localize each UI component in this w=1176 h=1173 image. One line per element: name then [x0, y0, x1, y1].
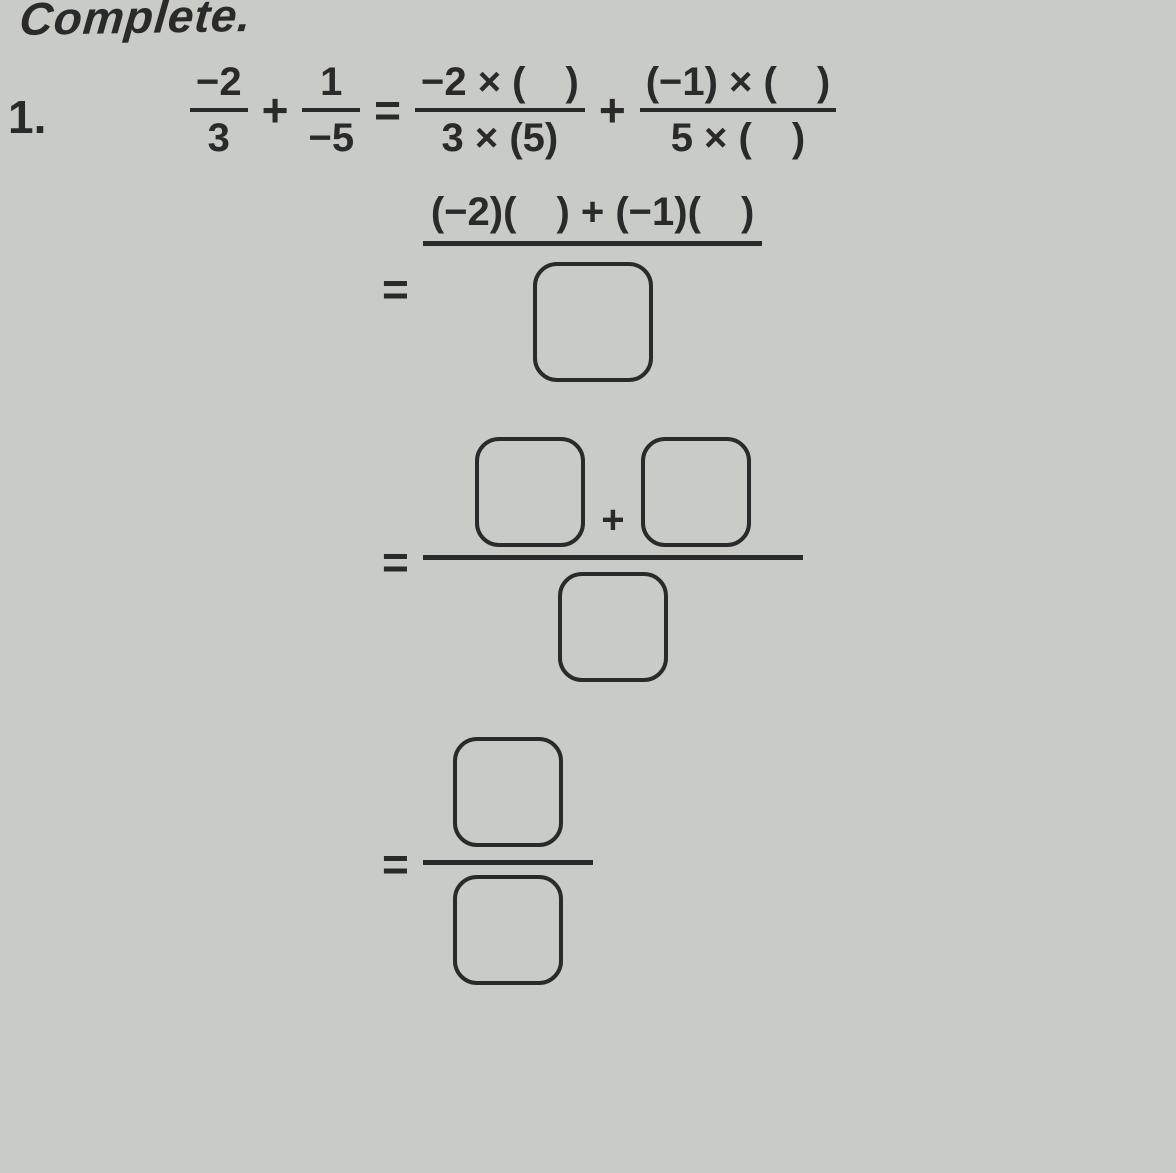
problem-number: 1.	[8, 90, 46, 144]
line-1: −2 3 + 1 −5 = −2 × () 3 × (5) + (−	[190, 60, 1140, 160]
frac4-den-left: 5 × (	[671, 116, 752, 160]
frac1-bar	[190, 108, 248, 112]
answer-box-1[interactable]	[533, 262, 653, 382]
frac4-num-right: )	[817, 60, 830, 104]
work-area: −2 3 + 1 −5 = −2 × () 3 × (5) + (−	[190, 60, 1140, 1010]
frac4-bar	[640, 108, 836, 112]
line-3: = +	[368, 437, 1140, 687]
equals-2: =	[382, 262, 409, 316]
plus-2: +	[599, 83, 626, 137]
line-2: = (−2)( ) + (−1)()	[368, 190, 1140, 387]
frac3-num-right: )	[565, 60, 578, 104]
frac5-b: ) + (−1)(	[556, 190, 700, 234]
frac4-num-left: (−1) × (	[646, 60, 777, 104]
plus-3: +	[601, 498, 624, 543]
equals-3: =	[382, 535, 409, 589]
frac1-den: 3	[202, 116, 236, 160]
frac3-den: 3 × (5)	[436, 116, 565, 160]
frac5-den	[533, 252, 653, 387]
frac2-bar	[302, 108, 360, 112]
fraction-7	[423, 737, 593, 990]
line-4: =	[368, 737, 1140, 990]
frac3-num: −2 × ()	[415, 60, 585, 104]
frac3-num-left: −2 × (	[421, 60, 526, 104]
fraction-1: −2 3	[190, 60, 248, 160]
fraction-2: 1 −5	[302, 60, 360, 160]
frac4-den-right: )	[792, 116, 805, 160]
fraction-5: (−2)( ) + (−1)()	[423, 190, 762, 387]
frac1-num: −2	[190, 60, 248, 104]
frac6-num: +	[467, 437, 758, 555]
frac5-num: (−2)( ) + (−1)()	[423, 190, 762, 235]
frac2-num: 1	[314, 60, 348, 104]
heading-complete: Complete.	[17, 0, 253, 46]
equals-4: =	[382, 837, 409, 891]
fraction-6: +	[423, 437, 803, 687]
answer-box-3[interactable]	[641, 437, 751, 547]
frac2-den: −5	[302, 116, 360, 160]
equals-1: =	[374, 83, 401, 137]
answer-box-2[interactable]	[475, 437, 585, 547]
frac5-bar	[423, 241, 762, 246]
fraction-4: (−1) × () 5 × ()	[640, 60, 836, 160]
answer-box-6[interactable]	[453, 875, 563, 985]
fraction-3: −2 × () 3 × (5)	[415, 60, 585, 160]
frac4-den: 5 × ()	[665, 116, 811, 160]
frac3-bar	[415, 108, 585, 112]
frac5-a: (−2)(	[431, 190, 517, 234]
frac6-den	[558, 560, 668, 687]
plus-1: +	[262, 83, 289, 137]
answer-box-4[interactable]	[558, 572, 668, 682]
frac4-num: (−1) × ()	[640, 60, 836, 104]
frac7-num	[453, 737, 563, 860]
frac5-c: )	[741, 190, 754, 234]
frac7-den	[453, 865, 563, 990]
answer-box-5[interactable]	[453, 737, 563, 847]
